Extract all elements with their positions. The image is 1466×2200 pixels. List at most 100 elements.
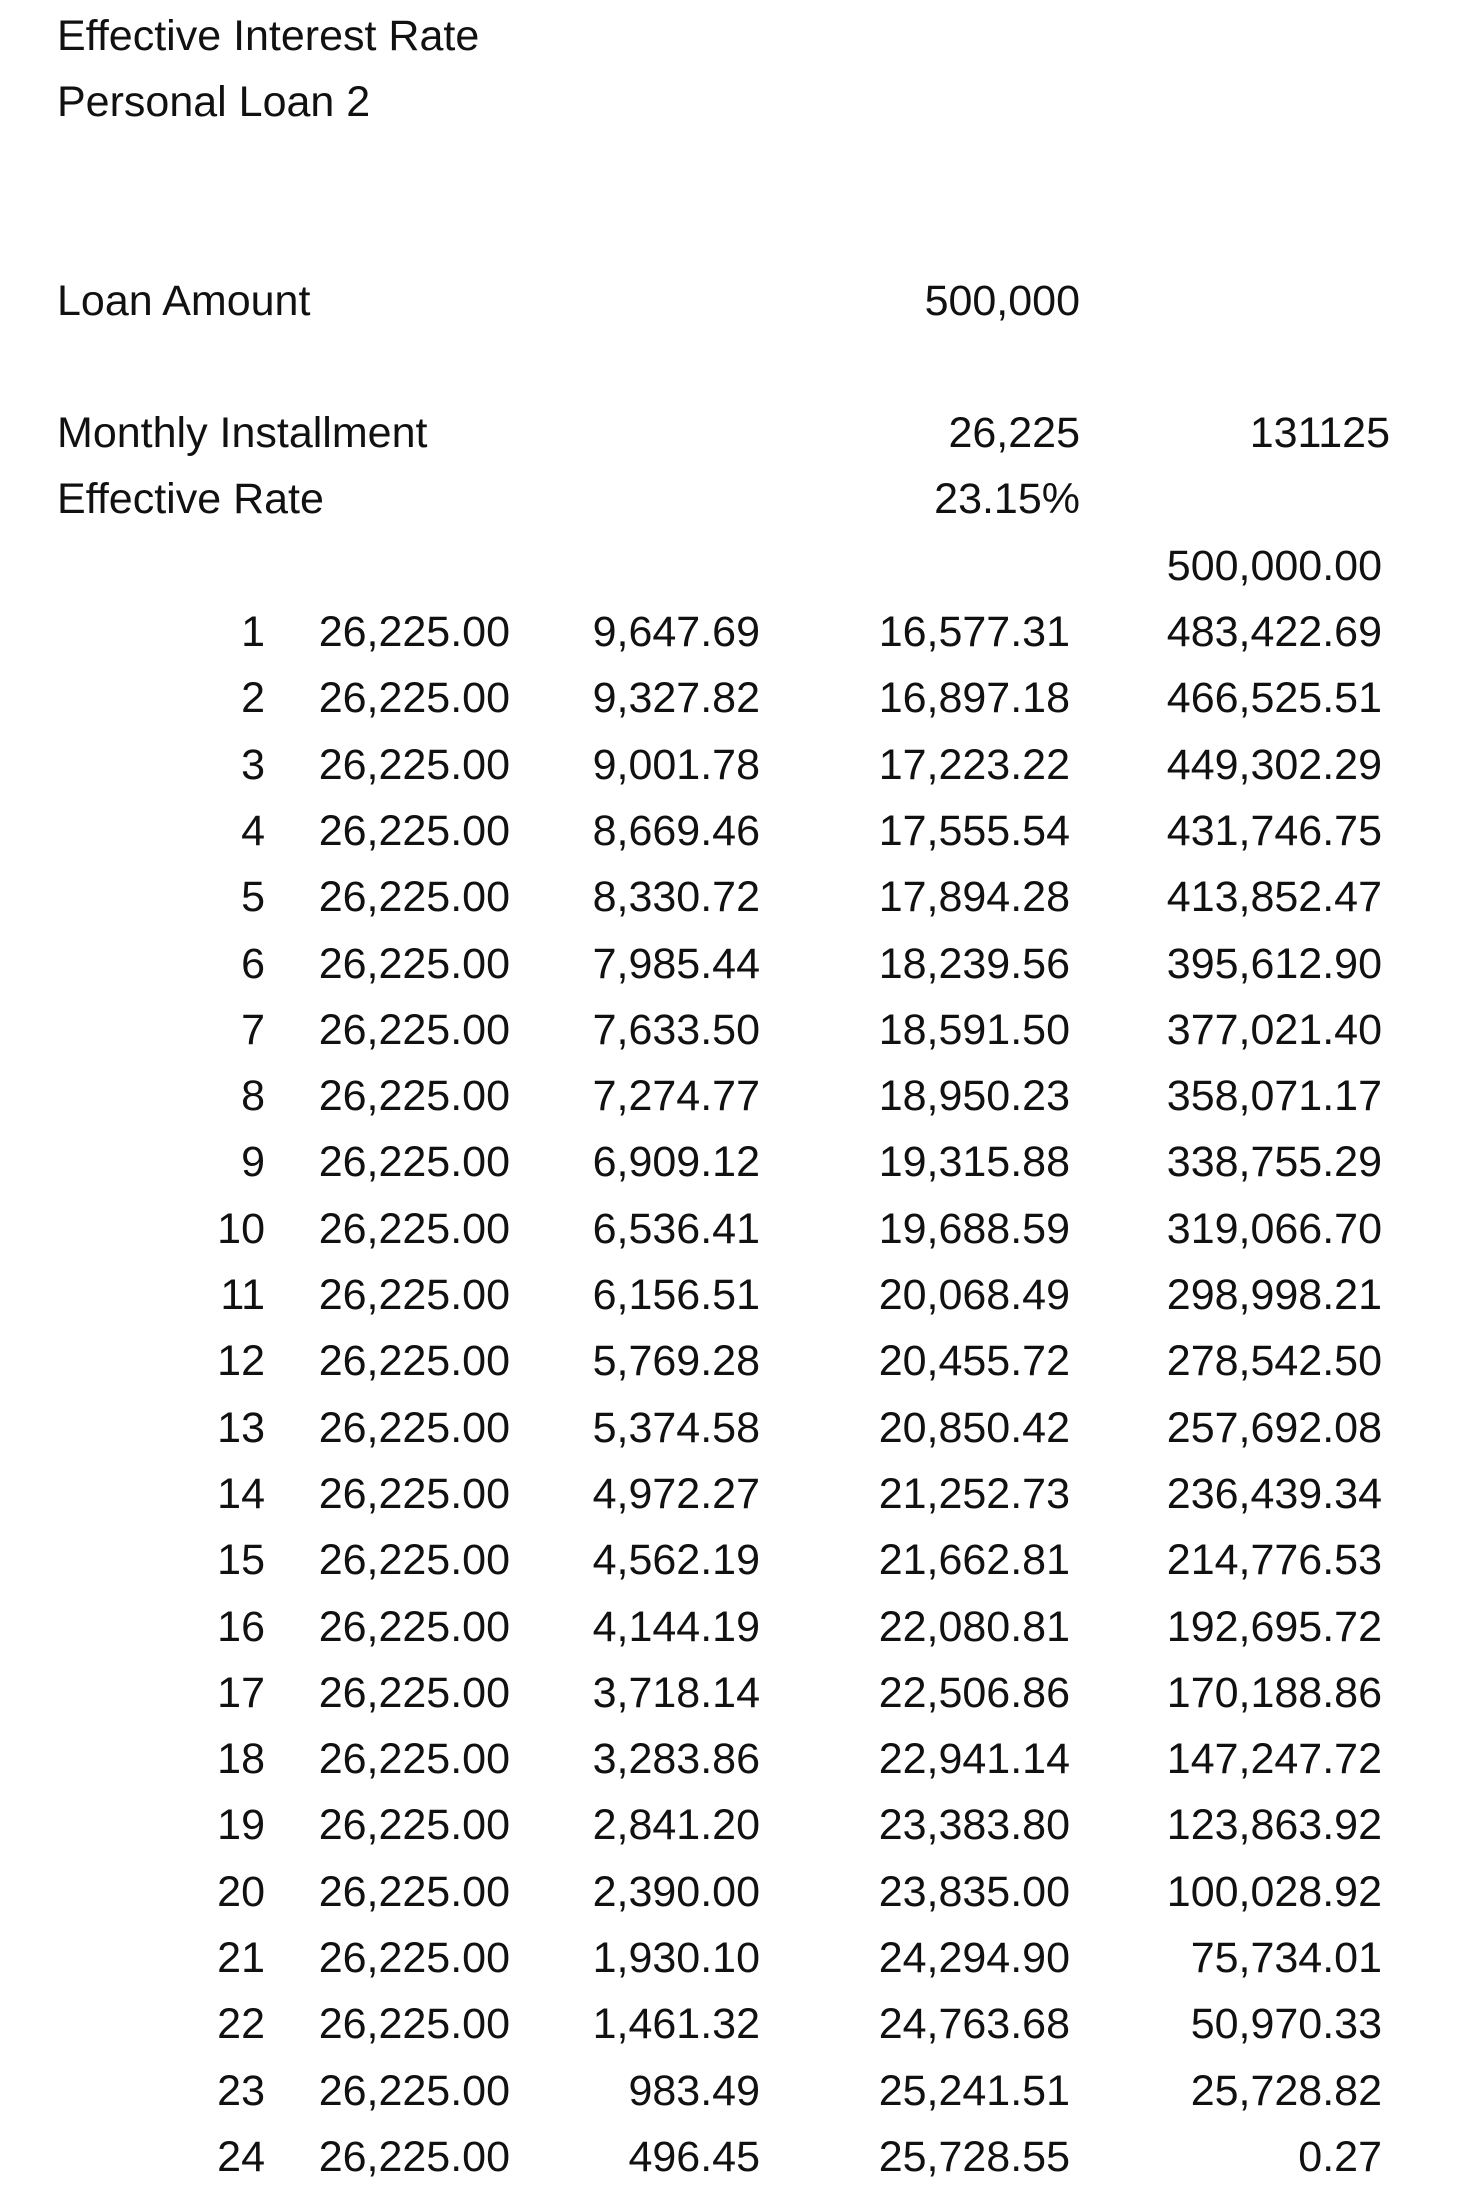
balance-cell: 358,071.17 — [1166, 1072, 1382, 1121]
payment-cell: 26,225.00 — [318, 1602, 510, 1651]
principal-cell: 22,506.86 — [878, 1668, 1070, 1717]
interest-cell: 6,909.12 — [592, 1138, 760, 1187]
period-cell: 6 — [241, 939, 265, 988]
principal-cell: 24,763.68 — [878, 2000, 1070, 2049]
table-row: 1 26,225.00 9,647.69 16,577.31 483,422.69 — [0, 599, 1466, 665]
table-row: 24 26,225.00 496.45 25,728.55 0.27 — [0, 2124, 1466, 2190]
monthly-installment-label: Monthly Installment — [57, 409, 428, 457]
table-row: 23 26,225.00 983.49 25,241.51 25,728.82 — [0, 2058, 1466, 2124]
period-cell: 21 — [217, 1934, 265, 1982]
period-cell: 2 — [241, 674, 265, 723]
payment-cell: 26,225.00 — [318, 806, 510, 855]
interest-cell: 1,461.32 — [592, 2000, 760, 2049]
table-row: 12 26,225.00 5,769.28 20,455.72 278,542.50 — [0, 1328, 1466, 1394]
interest-cell: 6,156.51 — [592, 1271, 760, 1319]
principal-cell: 22,941.14 — [878, 1735, 1070, 1784]
interest-cell: 9,001.78 — [592, 740, 760, 789]
principal-cell: 21,662.81 — [878, 1536, 1070, 1585]
interest-cell: 3,718.14 — [592, 1668, 760, 1717]
table-row: 14 26,225.00 4,972.27 21,252.73 236,439.34 — [0, 1461, 1466, 1527]
period-cell: 17 — [217, 1668, 265, 1717]
period-cell: 1 — [241, 608, 265, 656]
payment-cell: 26,225.00 — [318, 1072, 510, 1121]
payment-cell: 26,225.00 — [318, 1204, 510, 1253]
interest-cell: 4,562.19 — [592, 1536, 760, 1585]
table-row: 5 26,225.00 8,330.72 17,894.28 413,852.47 — [0, 864, 1466, 930]
table-row: 4 26,225.00 8,669.46 17,555.54 431,746.75 — [0, 798, 1466, 864]
interest-cell: 5,374.58 — [592, 1403, 760, 1452]
table-row: 11 26,225.00 6,156.51 20,068.49 298,998.21 — [0, 1262, 1466, 1328]
period-cell: 19 — [217, 1801, 265, 1850]
principal-cell: 18,591.50 — [878, 1005, 1070, 1054]
interest-cell: 6,536.41 — [592, 1204, 760, 1253]
period-cell: 7 — [241, 1005, 265, 1054]
payment-cell: 26,225.00 — [318, 1668, 510, 1717]
payment-cell: 26,225.00 — [318, 1801, 510, 1850]
table-row: 15 26,225.00 4,562.19 21,662.81 214,776.53 — [0, 1527, 1466, 1593]
balance-cell: 257,692.08 — [1166, 1403, 1382, 1452]
loan-amount-value: 500,000 — [924, 277, 1080, 325]
table-row: 9 26,225.00 6,909.12 19,315.88 338,755.29 — [0, 1129, 1466, 1195]
table-row: 18 26,225.00 3,283.86 22,941.14 147,247.72 — [0, 1726, 1466, 1792]
table-row: 8 26,225.00 7,274.77 18,950.23 358,071.17 — [0, 1063, 1466, 1129]
principal-cell: 19,315.88 — [878, 1138, 1070, 1187]
period-cell: 3 — [241, 740, 265, 789]
period-cell: 13 — [217, 1403, 265, 1452]
period-cell: 11 — [220, 1271, 265, 1319]
period-cell: 24 — [217, 2132, 265, 2181]
interest-cell: 4,972.27 — [592, 1469, 760, 1518]
balance-cell: 147,247.72 — [1166, 1735, 1382, 1784]
balance-cell: 319,066.70 — [1166, 1204, 1382, 1253]
balance-cell: 431,746.75 — [1166, 806, 1382, 855]
period-cell: 15 — [217, 1536, 265, 1585]
sheet-subtitle: Personal Loan 2 — [57, 78, 371, 126]
interest-cell: 496.45 — [628, 2132, 760, 2181]
balance-cell: 395,612.90 — [1166, 939, 1382, 988]
monthly-installment-value: 26,225 — [948, 409, 1080, 457]
interest-cell: 7,274.77 — [592, 1072, 760, 1121]
principal-cell: 21,252.73 — [878, 1469, 1070, 1518]
effective-rate-value: 23.15% — [934, 475, 1080, 523]
principal-cell: 22,080.81 — [878, 1602, 1070, 1651]
payment-cell: 26,225.00 — [318, 674, 510, 723]
payment-cell: 26,225.00 — [318, 2066, 510, 2115]
payment-cell: 26,225.00 — [318, 1867, 510, 1916]
payment-cell: 26,225.00 — [318, 608, 510, 656]
payment-cell: 26,225.00 — [318, 1138, 510, 1187]
balance-cell: 338,755.29 — [1166, 1138, 1382, 1187]
table-row: 22 26,225.00 1,461.32 24,763.68 50,970.33 — [0, 1991, 1466, 2057]
table-row: 6 26,225.00 7,985.44 18,239.56 395,612.90 — [0, 931, 1466, 997]
table-row: 21 26,225.00 1,930.10 24,294.90 75,734.01 — [0, 1925, 1466, 1991]
period-cell: 22 — [217, 2000, 265, 2049]
balance-cell: 170,188.86 — [1166, 1668, 1382, 1717]
table-row: 3 26,225.00 9,001.78 17,223.22 449,302.29 — [0, 732, 1466, 798]
period-cell: 12 — [217, 1337, 265, 1386]
interest-cell: 9,647.69 — [592, 608, 760, 656]
interest-cell: 8,330.72 — [592, 873, 760, 922]
interest-cell: 3,283.86 — [592, 1735, 760, 1784]
principal-cell: 16,897.18 — [878, 674, 1070, 723]
table-row: 16 26,225.00 4,144.19 22,080.81 192,695.72 — [0, 1594, 1466, 1660]
balance-cell: 192,695.72 — [1166, 1602, 1382, 1651]
payment-cell: 26,225.00 — [318, 1005, 510, 1054]
balance-cell: 377,021.40 — [1166, 1005, 1382, 1054]
interest-cell: 7,985.44 — [592, 939, 760, 988]
balance-cell: 413,852.47 — [1166, 873, 1382, 922]
interest-cell: 983.49 — [628, 2066, 760, 2115]
payment-cell: 26,225.00 — [318, 1536, 510, 1585]
balance-cell: 278,542.50 — [1166, 1337, 1382, 1386]
balance-cell: 75,734.01 — [1190, 1934, 1382, 1982]
balance-cell: 123,863.92 — [1166, 1801, 1382, 1850]
payment-cell: 26,225.00 — [318, 740, 510, 789]
period-cell: 5 — [241, 873, 265, 922]
interest-cell: 4,144.19 — [592, 1602, 760, 1651]
principal-cell: 20,850.42 — [878, 1403, 1070, 1452]
period-cell: 16 — [217, 1602, 265, 1651]
payment-cell: 26,225.00 — [318, 873, 510, 922]
opening-balance: 500,000.00 — [1166, 542, 1382, 590]
payment-cell: 26,225.00 — [318, 1934, 510, 1982]
sheet-title: Effective Interest Rate — [57, 12, 480, 60]
principal-cell: 18,239.56 — [878, 939, 1070, 988]
period-cell: 20 — [217, 1867, 265, 1916]
balance-cell: 100,028.92 — [1166, 1867, 1382, 1916]
